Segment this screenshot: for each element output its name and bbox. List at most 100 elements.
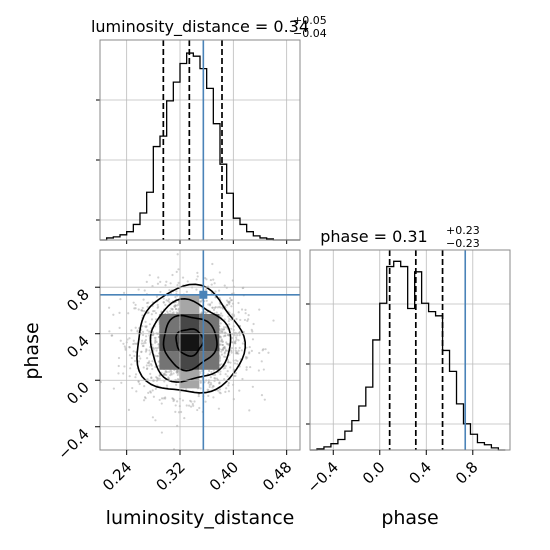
- scatter-point: [177, 311, 180, 314]
- density-cell: [179, 332, 200, 352]
- scatter-point: [226, 333, 230, 337]
- scatter-point: [258, 308, 261, 311]
- scatter-point: [207, 381, 210, 385]
- scatter-point: [148, 323, 151, 326]
- scatter-point: [145, 357, 149, 360]
- scatter-point: [162, 373, 165, 376]
- scatter-point: [88, 337, 90, 339]
- scatter-point: [141, 309, 144, 312]
- scatter-point: [155, 375, 158, 379]
- scatter-point: [172, 311, 175, 314]
- scatter-point: [145, 280, 148, 283]
- scatter-point: [133, 359, 137, 363]
- scatter-point: [141, 330, 145, 333]
- scatter-point: [127, 408, 130, 411]
- scatter-point: [152, 395, 155, 398]
- scatter-point: [128, 375, 131, 378]
- density-cell: [159, 313, 180, 333]
- scatter-point: [219, 335, 222, 338]
- scatter-point: [224, 355, 227, 358]
- scatter-point: [248, 352, 251, 355]
- density-layer: [88, 253, 275, 450]
- contour-1: [162, 314, 218, 372]
- scatter-point: [228, 301, 231, 304]
- scatter-point: [230, 346, 234, 350]
- scatter-point: [137, 360, 140, 363]
- density-cell: [179, 295, 200, 314]
- scatter-point: [120, 381, 123, 384]
- scatter-point: [203, 310, 206, 313]
- scatter-point: [199, 387, 202, 390]
- scatter-point: [136, 329, 139, 332]
- scatter-point: [154, 340, 157, 343]
- scatter-point: [157, 343, 160, 346]
- scatter-point: [149, 390, 152, 393]
- scatter-point: [219, 370, 222, 373]
- scatter-point: [175, 370, 179, 373]
- scatter-point: [218, 271, 221, 274]
- scatter-point: [132, 339, 135, 342]
- scatter-point: [238, 389, 241, 392]
- scatter-point: [236, 359, 239, 363]
- scatter-point: [128, 346, 131, 349]
- scatter-point: [172, 399, 175, 403]
- scatter-point: [150, 313, 153, 316]
- scatter-point: [230, 305, 233, 308]
- scatter-point: [228, 317, 231, 321]
- scatter-point: [152, 334, 155, 337]
- scatter-point: [226, 342, 230, 346]
- scatter-point: [151, 416, 154, 419]
- scatter-point: [138, 354, 141, 358]
- scatter-point: [228, 302, 231, 306]
- scatter-point: [155, 340, 158, 344]
- scatter-point: [234, 349, 237, 352]
- scatter-point: [214, 377, 217, 380]
- scatter-point: [95, 310, 97, 312]
- histogram-step-phase: [310, 260, 506, 451]
- scatter-point: [171, 397, 175, 401]
- scatter-point: [143, 289, 146, 292]
- scatter-point: [171, 308, 174, 311]
- scatter-point: [152, 346, 155, 350]
- scatter-point: [151, 333, 154, 337]
- scatter-point: [177, 268, 180, 271]
- scatter-point: [262, 348, 265, 351]
- scatter-point: [220, 327, 223, 331]
- scatter-point: [233, 334, 236, 337]
- scatter-point: [221, 331, 224, 334]
- title-phase: phase = 0.31: [320, 227, 427, 246]
- scatter-point: [234, 359, 238, 362]
- scatter-point: [170, 370, 173, 373]
- scatter-point: [144, 397, 147, 400]
- scatter-point: [151, 331, 155, 334]
- scatter-point: [141, 306, 144, 310]
- scatter-point: [234, 374, 237, 378]
- scatter-point: [224, 326, 228, 329]
- scatter-point: [168, 301, 171, 304]
- scatter-point: [169, 369, 172, 372]
- scatter-point: [174, 307, 178, 311]
- scatter-point: [128, 345, 131, 349]
- scatter-point: [144, 320, 147, 323]
- scatter-point: [169, 372, 173, 375]
- scatter-point: [229, 366, 232, 369]
- scatter-point: [225, 303, 229, 307]
- scatter-point: [218, 357, 222, 360]
- scatter-point: [272, 319, 275, 322]
- scatter-point: [108, 306, 111, 309]
- scatter-point: [156, 282, 160, 285]
- scatter-point: [222, 328, 226, 331]
- scatter-point: [157, 305, 160, 308]
- scatter-point: [171, 307, 174, 311]
- scatter-point: [237, 301, 240, 305]
- scatter-point: [137, 380, 140, 383]
- scatter-point: [218, 388, 222, 391]
- scatter-point: [223, 346, 226, 349]
- scatter-point: [173, 398, 176, 401]
- scatter-point: [257, 369, 260, 372]
- scatter-point: [130, 363, 133, 366]
- scatter-point: [146, 305, 149, 308]
- scatter-point: [150, 364, 153, 367]
- scatter-point: [148, 364, 151, 367]
- scatter-point: [230, 299, 234, 302]
